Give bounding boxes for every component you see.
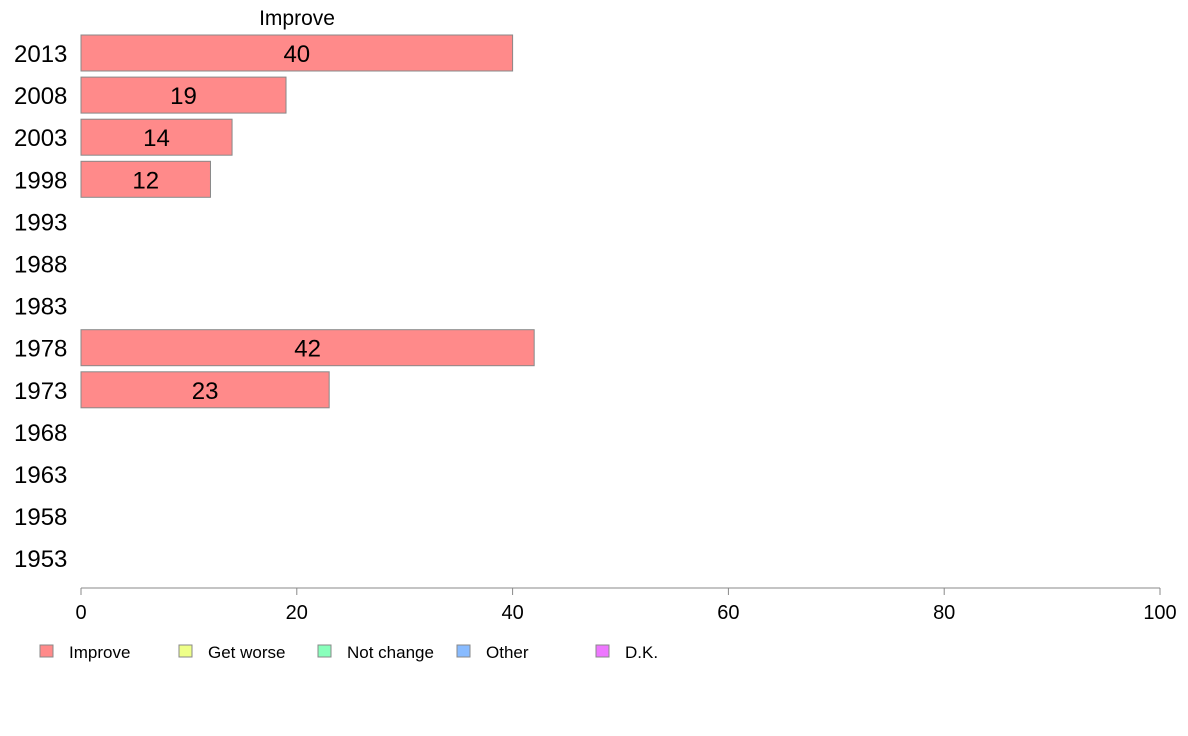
- legend-label: Other: [486, 643, 529, 662]
- x-tick-label: 60: [717, 602, 739, 624]
- category-label: 2003: [14, 125, 67, 152]
- bar: [80, 371, 330, 409]
- chart-title: Improve: [259, 7, 335, 30]
- category-label: 1953: [14, 546, 67, 573]
- category-label: 1968: [14, 420, 67, 447]
- legend-label: D.K.: [625, 643, 658, 662]
- legend-swatch: [595, 644, 610, 658]
- x-tick-label: 40: [501, 602, 523, 624]
- legend-swatch: [39, 644, 54, 658]
- data-label: 19: [170, 83, 197, 110]
- bar: [80, 76, 287, 114]
- x-tick-label: 0: [75, 602, 86, 624]
- x-axis: 0 20 40 60 80 100: [75, 587, 1177, 624]
- bar: [80, 329, 535, 367]
- category-labels: 2013 2008 2003 1998 1993 1988 1983 1978 1973 1968…: [14, 41, 67, 573]
- bar: [80, 34, 514, 72]
- data-label: 14: [143, 125, 170, 152]
- category-label: 1993: [14, 209, 67, 236]
- legend-label: Not change: [347, 643, 434, 662]
- category-label: 1958: [14, 504, 67, 531]
- legend: Improve Get worse Not change Other D.K.: [39, 643, 658, 662]
- category-label: 2008: [14, 83, 67, 110]
- x-tick-label: 80: [933, 602, 955, 624]
- x-tick-label: 20: [286, 602, 308, 624]
- category-label: 1963: [14, 462, 67, 489]
- data-label: 12: [132, 167, 159, 194]
- bar: [80, 118, 233, 156]
- legend-label: Get worse: [208, 643, 285, 662]
- category-label: 1988: [14, 252, 67, 279]
- category-label: 1983: [14, 294, 67, 321]
- legend-label: Improve: [69, 643, 130, 662]
- data-label: 42: [294, 336, 321, 363]
- data-label: 23: [192, 378, 219, 405]
- data-label: 40: [283, 41, 310, 68]
- category-label: 1978: [14, 336, 67, 363]
- legend-swatch: [178, 644, 193, 658]
- bar: [80, 160, 211, 198]
- x-tick-label: 100: [1143, 602, 1176, 624]
- category-label: 1998: [14, 167, 67, 194]
- legend-swatch: [456, 644, 471, 658]
- category-label: 2013: [14, 41, 67, 68]
- legend-swatch: [317, 644, 332, 658]
- category-label: 1973: [14, 378, 67, 405]
